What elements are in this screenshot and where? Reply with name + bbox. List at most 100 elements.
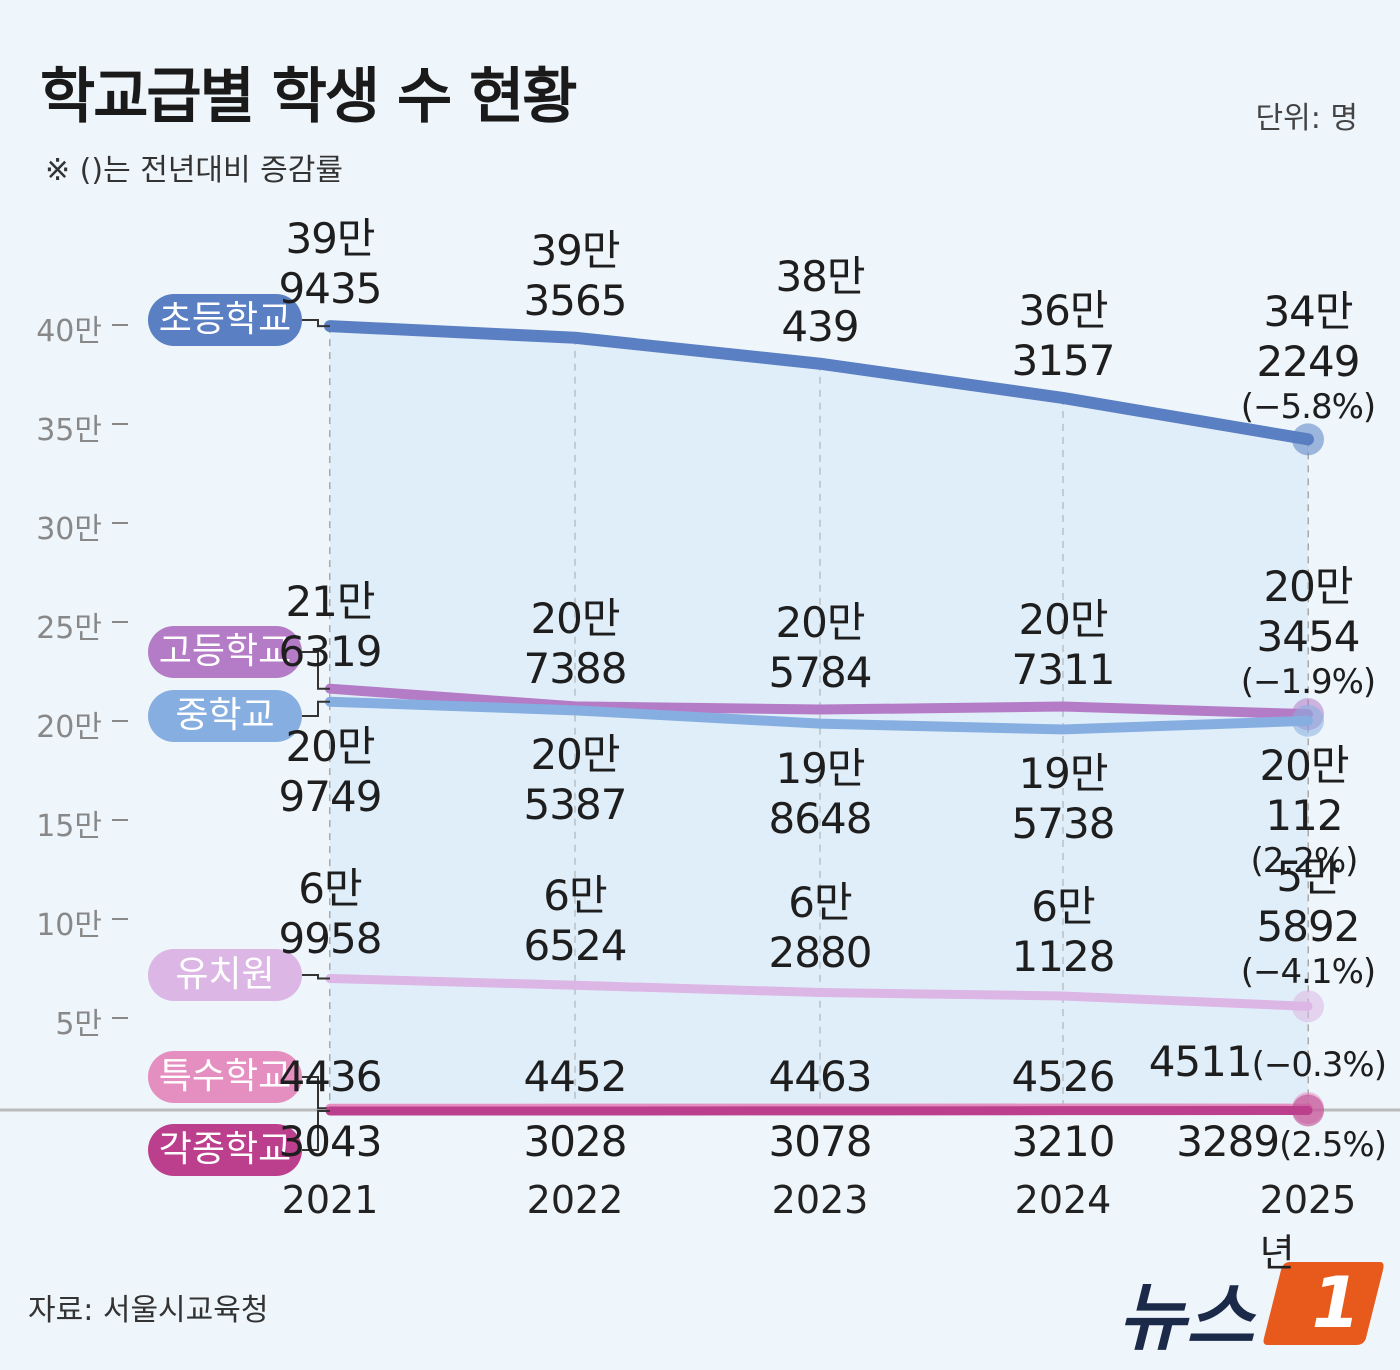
legend-connector [302, 974, 330, 980]
value-label: 34만 2249 [1256, 287, 1361, 387]
area-fill [330, 326, 1308, 1109]
series-line [325, 1105, 1313, 1116]
x-tick-label: 2022 [526, 1178, 624, 1222]
value-label-group: 20만 3454 (−1.9%) [1240, 562, 1376, 703]
value-label: 3028 [523, 1117, 628, 1166]
logo-badge [1263, 1262, 1384, 1345]
series-line [325, 696, 1313, 735]
end-point [1292, 423, 1324, 456]
series-line [325, 973, 1313, 1011]
value-label-group: 20만112 (2.2%) [1251, 740, 1359, 881]
value-label: 6만 2880 [768, 878, 873, 978]
value-label-group: 6만 1128 [1011, 881, 1116, 982]
value-label-row: 4463 [768, 1052, 873, 1102]
value-label-row: 3289(2.5%) [1176, 1117, 1387, 1167]
value-label: 38만 439 [775, 251, 865, 351]
legend-pill: 초등학교 [148, 294, 302, 346]
value-label-group: 34만 2249 (−5.8%) [1240, 287, 1376, 428]
value-label: 20만 3454 [1256, 562, 1361, 662]
y-tick-label: 35만 [36, 413, 102, 448]
value-label: 3043 [278, 1117, 383, 1166]
change-label: (−5.8%) [1240, 387, 1376, 428]
value-label: 19만 8648 [768, 743, 873, 843]
value-label: 4463 [768, 1052, 873, 1101]
value-label-group: 3078 [768, 1117, 873, 1167]
value-label-group: 20만 7388 [523, 594, 628, 694]
value-label-group: 21만 6319 [279, 577, 383, 677]
note: ※ ()는 전년대비 증감률 [45, 153, 343, 188]
value-label: 20만 5784 [768, 597, 873, 697]
value-label-group: 3289(2.5%) [1176, 1117, 1387, 1167]
change-label: (2.5%) [1279, 1125, 1387, 1165]
value-label: 5만5892 [1256, 852, 1361, 952]
series-line [324, 320, 1314, 446]
value-label-row: 4511(−0.3%) [1149, 1037, 1387, 1087]
value-label: 19만 5738 [1011, 749, 1116, 849]
legend-connector [302, 1109, 330, 1151]
legend-pill: 유치원 [148, 949, 302, 1001]
value-label: 6만 1128 [1011, 881, 1116, 981]
value-label-group: 4526 [1011, 1052, 1116, 1102]
legend-pill: 특수학교 [148, 1051, 302, 1103]
value-label-group: 6만 6524 [523, 871, 628, 971]
value-label-group: 6만 9958 [278, 864, 383, 964]
title: 학교급별 학생 수 현황 [40, 62, 577, 132]
value-label-group: 3043 [278, 1117, 383, 1167]
legend-pill: 중학교 [148, 690, 302, 742]
x-tick-label: 2025년 [1259, 1178, 1357, 1275]
value-label: 4452 [523, 1052, 628, 1101]
end-point [1292, 704, 1324, 737]
change-label: (−4.1%) [1240, 952, 1376, 993]
y-tick-label: 15만 [36, 809, 102, 844]
value-label-group: 20만 7311 [1011, 594, 1116, 695]
y-tick-label: 20만 [36, 710, 102, 745]
change-label: (−1.9%) [1240, 662, 1376, 703]
x-tick-label: 2023 [771, 1178, 869, 1222]
value-label: 20만112 [1259, 740, 1349, 840]
series-line [325, 683, 1313, 720]
y-tick-label: 30만 [36, 512, 102, 547]
value-label: 20만 9749 [278, 721, 383, 821]
value-label: 39만 3565 [523, 225, 628, 325]
value-label: 3210 [1011, 1117, 1116, 1166]
y-tick-label: 5만 [55, 1007, 102, 1042]
source: 자료: 서울시교육청 [28, 1293, 269, 1328]
value-label: 6만 6524 [523, 871, 628, 971]
logo-text: 뉴스 [1118, 1275, 1255, 1361]
value-label-group: 39만 3565 [523, 225, 628, 326]
value-label-group: 4511(−0.3%) [1149, 1037, 1387, 1087]
end-point [1292, 990, 1324, 1023]
value-label: 4436 [278, 1052, 383, 1101]
value-label-group: 4452 [523, 1052, 628, 1102]
value-label: 20만 7311 [1011, 594, 1116, 694]
value-label-group: 3210 [1011, 1117, 1116, 1167]
value-label: 3289 [1176, 1117, 1280, 1166]
value-label-row: 3028 [523, 1117, 628, 1167]
value-label-row: 4526 [1011, 1052, 1116, 1102]
y-tick-label: 10만 [36, 908, 102, 943]
value-label: 3078 [768, 1117, 873, 1166]
value-label: 39만 9435 [278, 214, 383, 314]
value-label: 6만 9958 [278, 864, 383, 964]
logo [1263, 1262, 1384, 1345]
legend-connector [302, 651, 330, 690]
value-label-row: 4452 [523, 1052, 628, 1102]
value-label-group: 20만 5784 [768, 597, 873, 698]
value-label-group: 38만 439 [775, 251, 865, 352]
end-point [1292, 1094, 1324, 1127]
value-label-group: 20만 9749 [278, 721, 383, 822]
y-tick-label: 40만 [36, 314, 102, 349]
value-label: 4526 [1011, 1052, 1116, 1101]
value-label-group: 36만 3157 [1012, 286, 1116, 386]
value-label-group: 19만 5738 [1011, 749, 1116, 849]
value-label-group: 4463 [768, 1052, 873, 1102]
value-label: 20만 7388 [523, 594, 628, 694]
value-label-group: 19만 8648 [768, 743, 873, 844]
value-label-group: 3028 [523, 1117, 628, 1167]
value-label-group: 4436 [278, 1052, 383, 1102]
value-label-row: 3043 [278, 1117, 383, 1167]
legend-connector [302, 700, 330, 717]
value-label-group: 5만5892 (−4.1%) [1240, 852, 1376, 993]
